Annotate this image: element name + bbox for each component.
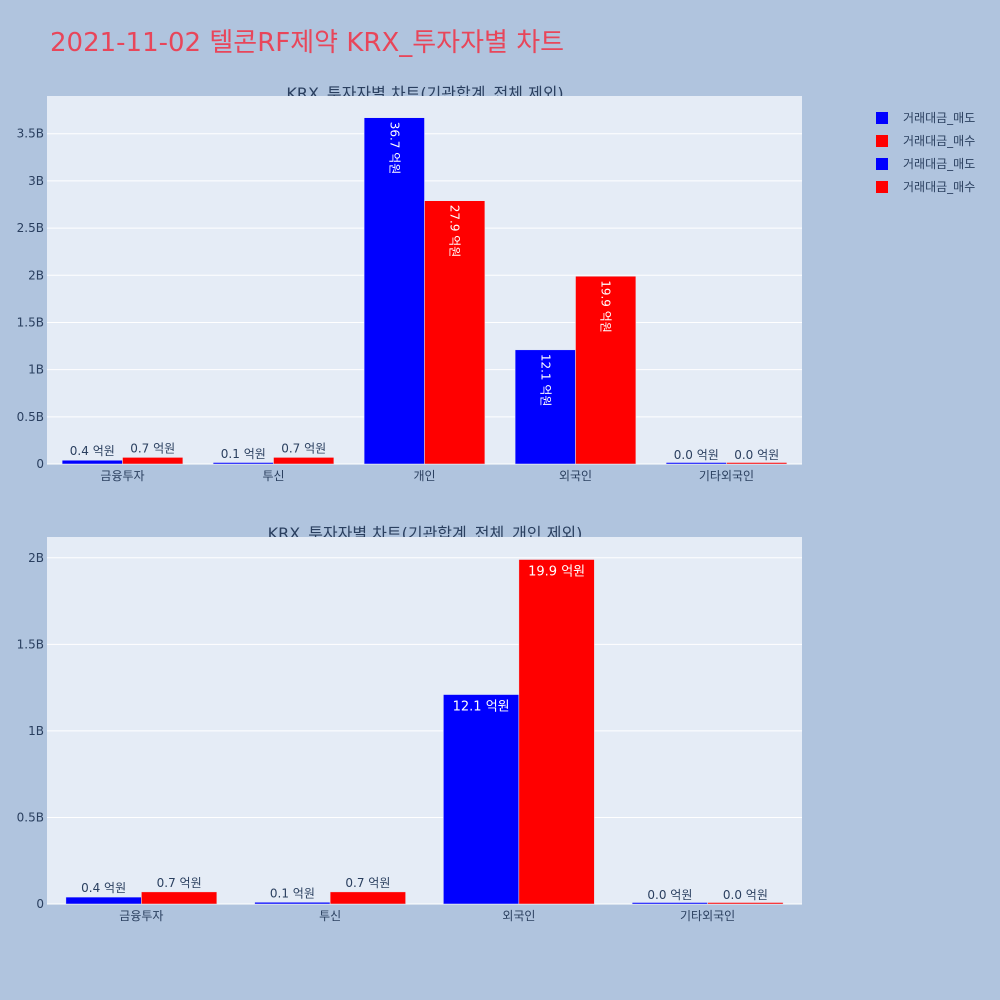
data-label: 0.7 억원 [130, 441, 175, 455]
chart2-plot-area [47, 537, 802, 904]
bar [254, 902, 331, 905]
y-tick-label: 3B [28, 174, 44, 188]
data-label: 0.1 억원 [221, 447, 266, 461]
data-label: 0.0 억원 [674, 448, 719, 462]
x-tick-label: 기타외국인 [680, 909, 735, 923]
bar [273, 457, 335, 465]
y-tick-label: 2B [28, 268, 44, 282]
page-title: 2021-11-02 텔콘RF제약 KRX_투자자별 차트 [50, 28, 565, 58]
data-label: 0.0 억원 [647, 888, 692, 902]
bar [514, 349, 576, 465]
y-tick-label: 0.5B [17, 810, 44, 824]
data-label: 0.1 억원 [270, 886, 315, 900]
y-tick-label: 1.5B [17, 637, 44, 651]
x-tick-label: 금융투자 [100, 469, 144, 483]
legend-item[interactable]: 거래대금_매수 [876, 129, 975, 152]
data-label: 19.9 억원 [528, 565, 585, 580]
x-tick-label: 투신 [262, 469, 284, 483]
bar [726, 462, 788, 465]
legend-swatch [876, 180, 888, 193]
legend-swatch [876, 111, 888, 124]
y-tick-label: 0 [36, 897, 44, 911]
data-label: 0.7 억원 [157, 876, 202, 890]
x-tick-label: 외국인 [502, 909, 535, 923]
data-label: 0.4 억원 [70, 444, 115, 458]
x-tick-label: 기타외국인 [699, 469, 754, 483]
bar [707, 902, 784, 905]
legend-label: 거래대금_매수 [903, 180, 976, 194]
bar [575, 275, 637, 465]
legend-item[interactable]: 거래대금_매수 [876, 175, 975, 198]
data-label: 12.1 억원 [453, 700, 510, 715]
y-tick-label: 2.5B [17, 221, 44, 235]
y-tick-label: 0.5B [17, 410, 44, 424]
y-tick-label: 3.5B [17, 127, 44, 141]
bar [443, 694, 520, 905]
data-label: 36.7 억원 [387, 122, 401, 175]
bar [65, 896, 142, 905]
x-tick-label: 투신 [319, 909, 341, 923]
bar [424, 200, 486, 465]
legend-swatch [876, 157, 888, 170]
legend-item[interactable]: 거래대금_매도 [876, 152, 975, 175]
bar [122, 457, 184, 465]
bar [141, 891, 218, 905]
bar [631, 902, 708, 905]
bar [518, 559, 595, 905]
legend-label: 거래대금_매수 [903, 134, 976, 148]
data-label: 0.0 억원 [734, 448, 779, 462]
y-tick-label: 1B [28, 363, 44, 377]
x-tick-label: 개인 [413, 469, 435, 483]
data-label: 0.7 억원 [345, 876, 390, 890]
data-label: 0.7 억원 [281, 441, 326, 455]
bar [329, 891, 406, 905]
legend-swatch [876, 134, 888, 147]
data-label: 12.1 억원 [538, 354, 552, 407]
y-tick-label: 0 [36, 457, 44, 471]
bar [363, 117, 425, 465]
y-tick-label: 1.5B [17, 315, 44, 329]
data-label: 19.9 억원 [599, 280, 613, 333]
legend-item[interactable]: 거래대금_매도 [876, 106, 975, 129]
y-tick-label: 1B [28, 724, 44, 738]
x-tick-label: 외국인 [559, 469, 592, 483]
data-label: 0.4 억원 [81, 881, 126, 895]
y-tick-label: 2B [28, 551, 44, 565]
legend-label: 거래대금_매도 [903, 111, 976, 125]
data-label: 27.9 억원 [448, 205, 462, 258]
legend-label: 거래대금_매도 [903, 157, 976, 171]
x-tick-label: 금융투자 [119, 909, 163, 923]
data-label: 0.0 억원 [723, 888, 768, 902]
legend: 거래대금_매도 거래대금_매수 거래대금_매도 거래대금_매수 [876, 106, 975, 198]
